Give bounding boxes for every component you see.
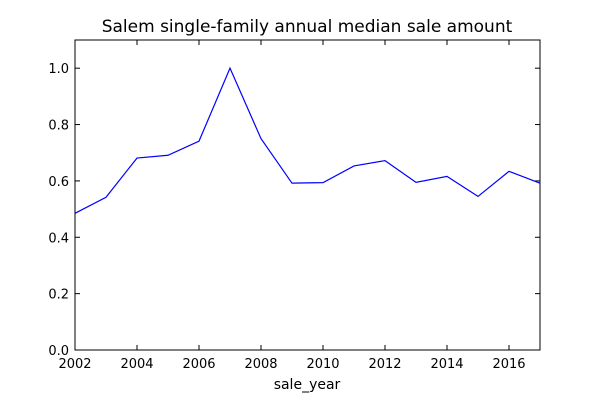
x-tick-label: 2004 <box>120 357 153 372</box>
x-tick-label: 2010 <box>306 357 339 372</box>
x-tick-label: 2002 <box>58 357 91 372</box>
axis-tick-labels: 2002 2004 2006 2008 2010 2012 2014 2016 0.0 0.2 0.… <box>48 62 525 372</box>
y-tick-label: 1.0 <box>48 62 69 77</box>
x-tick-label: 2008 <box>244 357 277 372</box>
y-tick-label: 0.0 <box>48 344 69 359</box>
y-tick-label: 0.6 <box>48 175 69 190</box>
plot-frame <box>74 39 541 351</box>
y-tick-label: 0.8 <box>48 119 69 134</box>
chart-title: Salem single-family annual median sale a… <box>102 17 513 37</box>
y-tick-label: 0.2 <box>48 288 69 303</box>
x-tick-label: 2006 <box>182 357 215 372</box>
series-line <box>74 66 541 214</box>
x-axis-label: sale_year <box>274 377 341 393</box>
x-tick-label: 2016 <box>492 357 525 372</box>
x-tick-label: 2012 <box>368 357 401 372</box>
x-tick-label: 2014 <box>430 357 463 372</box>
y-tick-label: 0.4 <box>48 231 69 246</box>
axis-ticks <box>74 40 540 351</box>
